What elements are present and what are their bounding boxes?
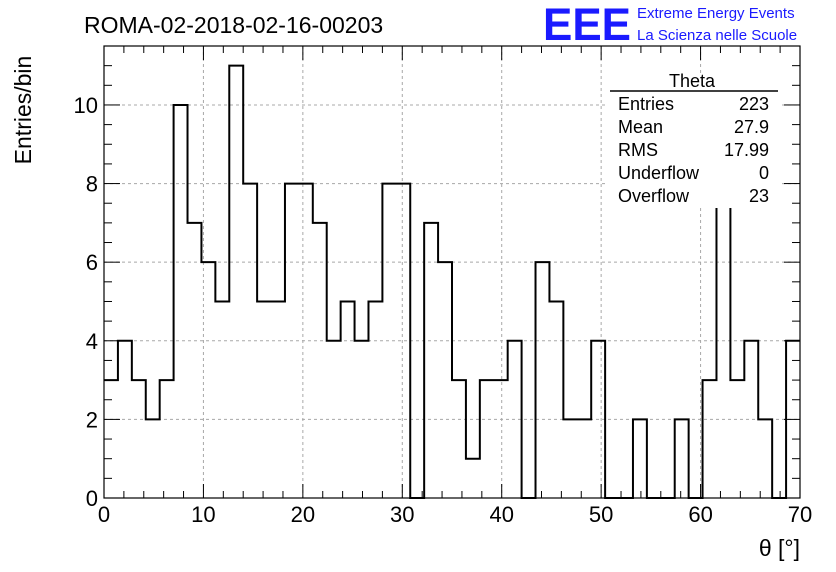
histogram-bin [563, 419, 577, 498]
histogram-bin [285, 184, 299, 498]
histogram-bin [327, 341, 341, 498]
y-tick-label: 8 [86, 172, 98, 197]
x-tick-label: 60 [688, 502, 712, 527]
y-axis-label: Entries/bin [10, 56, 36, 165]
histogram-bin [382, 184, 396, 498]
eee-logo: EEE Extreme Energy Events La Scienza nel… [543, 0, 797, 50]
histogram-bin [201, 262, 215, 498]
histogram-bin [299, 184, 313, 498]
x-tick-label: 40 [489, 502, 513, 527]
histogram-bin [758, 419, 772, 498]
histogram-outline [104, 64, 800, 499]
stats-row-label: Entries [618, 94, 674, 114]
histogram-bin [118, 341, 132, 498]
histogram-bin [368, 301, 382, 498]
histogram-bin [313, 223, 327, 498]
stats-row-label: Mean [618, 117, 663, 137]
histogram-bin [536, 262, 550, 498]
histogram-bin [271, 301, 285, 498]
stats-row-label: Underflow [618, 163, 700, 183]
y-tick-label: 4 [86, 329, 98, 354]
histogram-bin [174, 105, 188, 498]
histogram-bin [633, 419, 647, 498]
plot-frame [103, 45, 801, 499]
y-tick-label: 10 [74, 93, 98, 118]
stats-box-background [607, 74, 782, 208]
histogram-bin [229, 66, 243, 498]
stats-row-value: 23 [749, 186, 769, 206]
stats-box: Theta Entries 223 Mean 27.9 RMS 17.99 Underflo… [607, 71, 782, 208]
histogram-bin [744, 341, 758, 498]
histogram-bin [355, 341, 369, 498]
stats-row-label: RMS [618, 140, 658, 160]
y-axis: 0 2 4 6 8 10 [74, 45, 800, 511]
x-tick-label: 0 [98, 502, 110, 527]
histogram-bin [160, 380, 174, 498]
histogram-bin [494, 380, 508, 498]
histogram-bin [396, 184, 410, 498]
histogram-bin [577, 419, 591, 498]
stats-rows: Entries 223 Mean 27.9 RMS 17.99 Underflow 0 Over… [618, 94, 769, 206]
histogram-bin [188, 223, 202, 498]
x-tick-label: 20 [291, 502, 315, 527]
histogram-bin [466, 459, 480, 498]
stats-box-title: Theta [669, 71, 716, 91]
histogram-bin [549, 301, 563, 498]
logo-line-1: Extreme Energy Events [637, 5, 795, 22]
histogram-bin [508, 341, 522, 498]
logo-line-2: La Scienza nelle Scuole [637, 27, 797, 44]
histogram-bin [703, 380, 717, 498]
chart-title: ROMA-02-2018-02-16-00203 [84, 12, 383, 38]
histogram-bin [341, 301, 355, 498]
stats-row-value: 0 [759, 163, 769, 183]
y-tick-label: 6 [86, 250, 98, 275]
x-axis-label: θ [°] [759, 535, 800, 561]
y-tick-label: 0 [86, 486, 98, 511]
stats-row-value: 27.9 [734, 117, 769, 137]
stats-row-value: 17.99 [724, 140, 769, 160]
histogram-bin [480, 380, 494, 498]
histogram-bin [730, 380, 744, 498]
x-tick-label: 10 [191, 502, 215, 527]
x-tick-label: 70 [788, 502, 812, 527]
histogram-bin [215, 301, 229, 498]
histogram-bin [452, 380, 466, 498]
histogram-bin [716, 184, 730, 498]
x-tick-label: 50 [589, 502, 613, 527]
x-axis: 0 10 20 30 40 50 60 70 [98, 46, 812, 527]
histogram-bin [257, 301, 271, 498]
stats-row-value: 223 [739, 94, 769, 114]
histogram-bin [146, 419, 160, 498]
y-tick-label: 2 [86, 407, 98, 432]
logo-mark: EEE [543, 0, 631, 50]
histogram-bin [132, 380, 146, 498]
x-tick-label: 30 [390, 502, 414, 527]
histogram-bin [438, 262, 452, 498]
histogram-bin [591, 341, 605, 498]
histogram-bin [675, 419, 689, 498]
stats-row-label: Overflow [618, 186, 690, 206]
histogram-bin [243, 184, 257, 498]
histogram-bin [424, 223, 438, 498]
